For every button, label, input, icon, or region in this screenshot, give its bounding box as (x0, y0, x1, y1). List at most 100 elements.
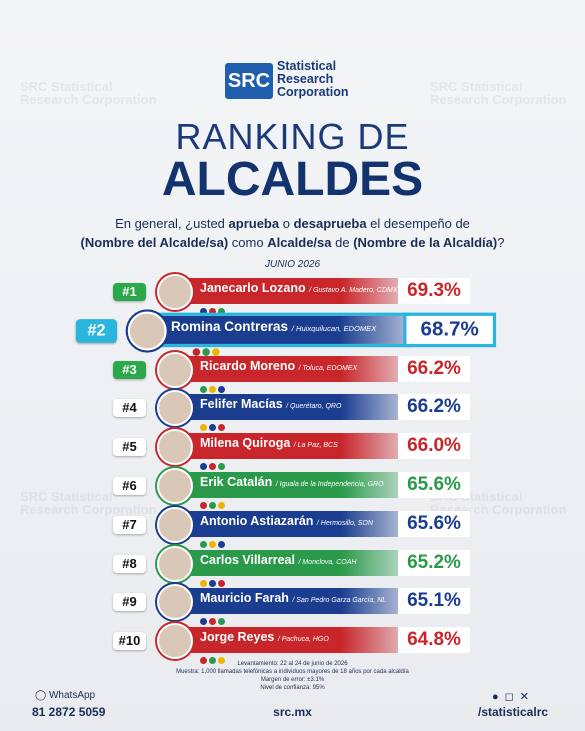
question-text: (Nombre del Alcalde/sa) (80, 235, 229, 250)
party-logo (209, 385, 216, 393)
party-logo (218, 463, 225, 471)
whatsapp: ◯ WhatsApp (35, 690, 96, 701)
avatar (157, 351, 193, 388)
ranking-row: #9 Mauricio Farah / San Pedro Garza Garcí… (0, 584, 585, 626)
party-logos (200, 418, 227, 436)
party-logo (192, 348, 201, 356)
party-logo (209, 618, 216, 626)
party-logo (200, 618, 207, 626)
candidate-place: / San Pedro Garza García, NL (292, 597, 387, 605)
name-bar: Milena Quiroga / La Paz, BCS (170, 433, 398, 460)
watermark: SRC Statistical Research Corporation (20, 79, 157, 107)
candidate: Erik Catalán / Iguala de la Independenci… (200, 475, 384, 489)
party-logo (218, 540, 225, 548)
party-logo (200, 463, 207, 471)
candidate: Jorge Reyes / Pachuca, HGO (200, 630, 329, 644)
ranking-row: #7 Antonio Astiazarán / Hermosillo, SON 65… (0, 506, 585, 548)
candidate: Antonio Astiazarán / Hermosillo, SON (200, 514, 373, 528)
party-logo (200, 540, 207, 548)
avatar (157, 545, 193, 582)
party-logo (218, 424, 225, 432)
candidate-name: Romina Contreras (170, 318, 289, 335)
candidate: Ricardo Moreno / Toluca, EDOMEX (200, 359, 357, 373)
avatar (157, 429, 193, 466)
approval-value: 66.0% (398, 433, 470, 460)
party-logo (218, 385, 225, 393)
candidate-place: / Huixquilucan, EDOMEX (291, 325, 377, 333)
candidate: Janecarlo Lozano / Gustavo A. Madero, CD… (200, 281, 398, 295)
rank-badge: #4 (113, 399, 146, 418)
candidate-name: Jorge Reyes (200, 630, 275, 645)
party-logo (200, 657, 207, 665)
party-logos (200, 574, 227, 592)
party-logo (218, 308, 225, 315)
name-bar: Romina Contreras / Huixquilucan, EDOMEX (135, 312, 410, 347)
party-logos (200, 612, 227, 630)
question-text: desaprueba (293, 216, 367, 231)
rank-badge: #5 (113, 438, 146, 457)
party-logos (192, 342, 222, 361)
name-bar: Ricardo Moreno / Toluca, EDOMEX (170, 355, 398, 382)
logo-mark: SRC (225, 63, 273, 99)
party-logo (200, 502, 207, 509)
party-logo (218, 579, 225, 587)
party-logo (200, 308, 207, 315)
approval-value: 66.2% (398, 394, 470, 421)
name-bar: Erik Catalán / Iguala de la Independenci… (170, 472, 398, 498)
question-text: de (331, 235, 354, 250)
party-logos (200, 651, 227, 669)
whatsapp-label: WhatsApp (48, 690, 96, 701)
candidate-place: / Iguala de la Independencia, GRO (275, 481, 384, 488)
party-logo (209, 308, 216, 315)
candidate: Carlos Villarreal / Monclova, COAH (200, 553, 356, 567)
avatar (157, 623, 193, 660)
question-text: como (228, 235, 268, 250)
rank-badge: #1 (113, 283, 146, 301)
methodology-line: Muestra: 1,000 llamadas telefónicas a in… (176, 669, 409, 675)
candidate-name: Antonio Astiazarán (200, 513, 314, 528)
question-text: o (279, 216, 294, 231)
candidate-place: / Pachuca, HGO (277, 636, 329, 644)
approval-value: 66.2% (398, 355, 470, 382)
party-logos (200, 457, 227, 475)
party-logo (209, 540, 216, 548)
avatar (157, 274, 193, 310)
party-logo (218, 657, 225, 665)
ranking-row: #1 Janecarlo Lozano / Gustavo A. Madero, … (0, 274, 585, 315)
logo-name: Statistical Research Corporation (277, 60, 349, 99)
approval-value: 65.6% (398, 472, 470, 498)
name-bar: Felifer Macías / Querétaro, QRO (170, 394, 398, 421)
candidate-name: Erik Catalán (200, 475, 273, 489)
party-logo (209, 502, 216, 509)
whatsapp-number: 81 2872 5059 (32, 705, 106, 719)
candidate-name: Felifer Macías (200, 397, 283, 412)
logo-text: Statistical (277, 59, 337, 73)
social-icons: ●◻✕ (492, 691, 535, 703)
rank-badge: #10 (113, 632, 146, 651)
avatar (157, 468, 193, 504)
party-logo (218, 618, 225, 626)
date: JUNIO 2026 (264, 259, 321, 270)
candidate: Milena Quiroga / La Paz, BCS (200, 436, 338, 450)
ranking-row: #3 Ricardo Moreno / Toluca, EDOMEX 66.2% (0, 351, 585, 393)
candidate-place: / Toluca, EDOMEX (298, 364, 358, 372)
party-logo (200, 385, 207, 393)
party-logo (200, 579, 207, 587)
candidate-name: Carlos Villarreal (200, 552, 295, 567)
party-logo (209, 657, 216, 665)
approval-value: 69.3% (398, 278, 470, 304)
avatar (157, 390, 193, 427)
watermark: SRC Statistical Research Corporation (20, 489, 157, 517)
social: /statisticalrc (478, 705, 549, 719)
rank-badge: #8 (113, 554, 146, 573)
question-text: En general, ¿usted (115, 216, 229, 231)
party-logos (200, 380, 227, 398)
question-text: (Nombre de la Alcaldía) (353, 235, 498, 250)
name-bar: Carlos Villarreal / Monclova, COAH (170, 549, 398, 576)
avatar (157, 584, 193, 621)
approval-value: 65.1% (398, 588, 470, 615)
party-logo (209, 579, 216, 587)
candidate-place: / La Paz, BCS (293, 442, 338, 450)
candidate-place: / Gustavo A. Madero, CDMX (309, 287, 398, 294)
